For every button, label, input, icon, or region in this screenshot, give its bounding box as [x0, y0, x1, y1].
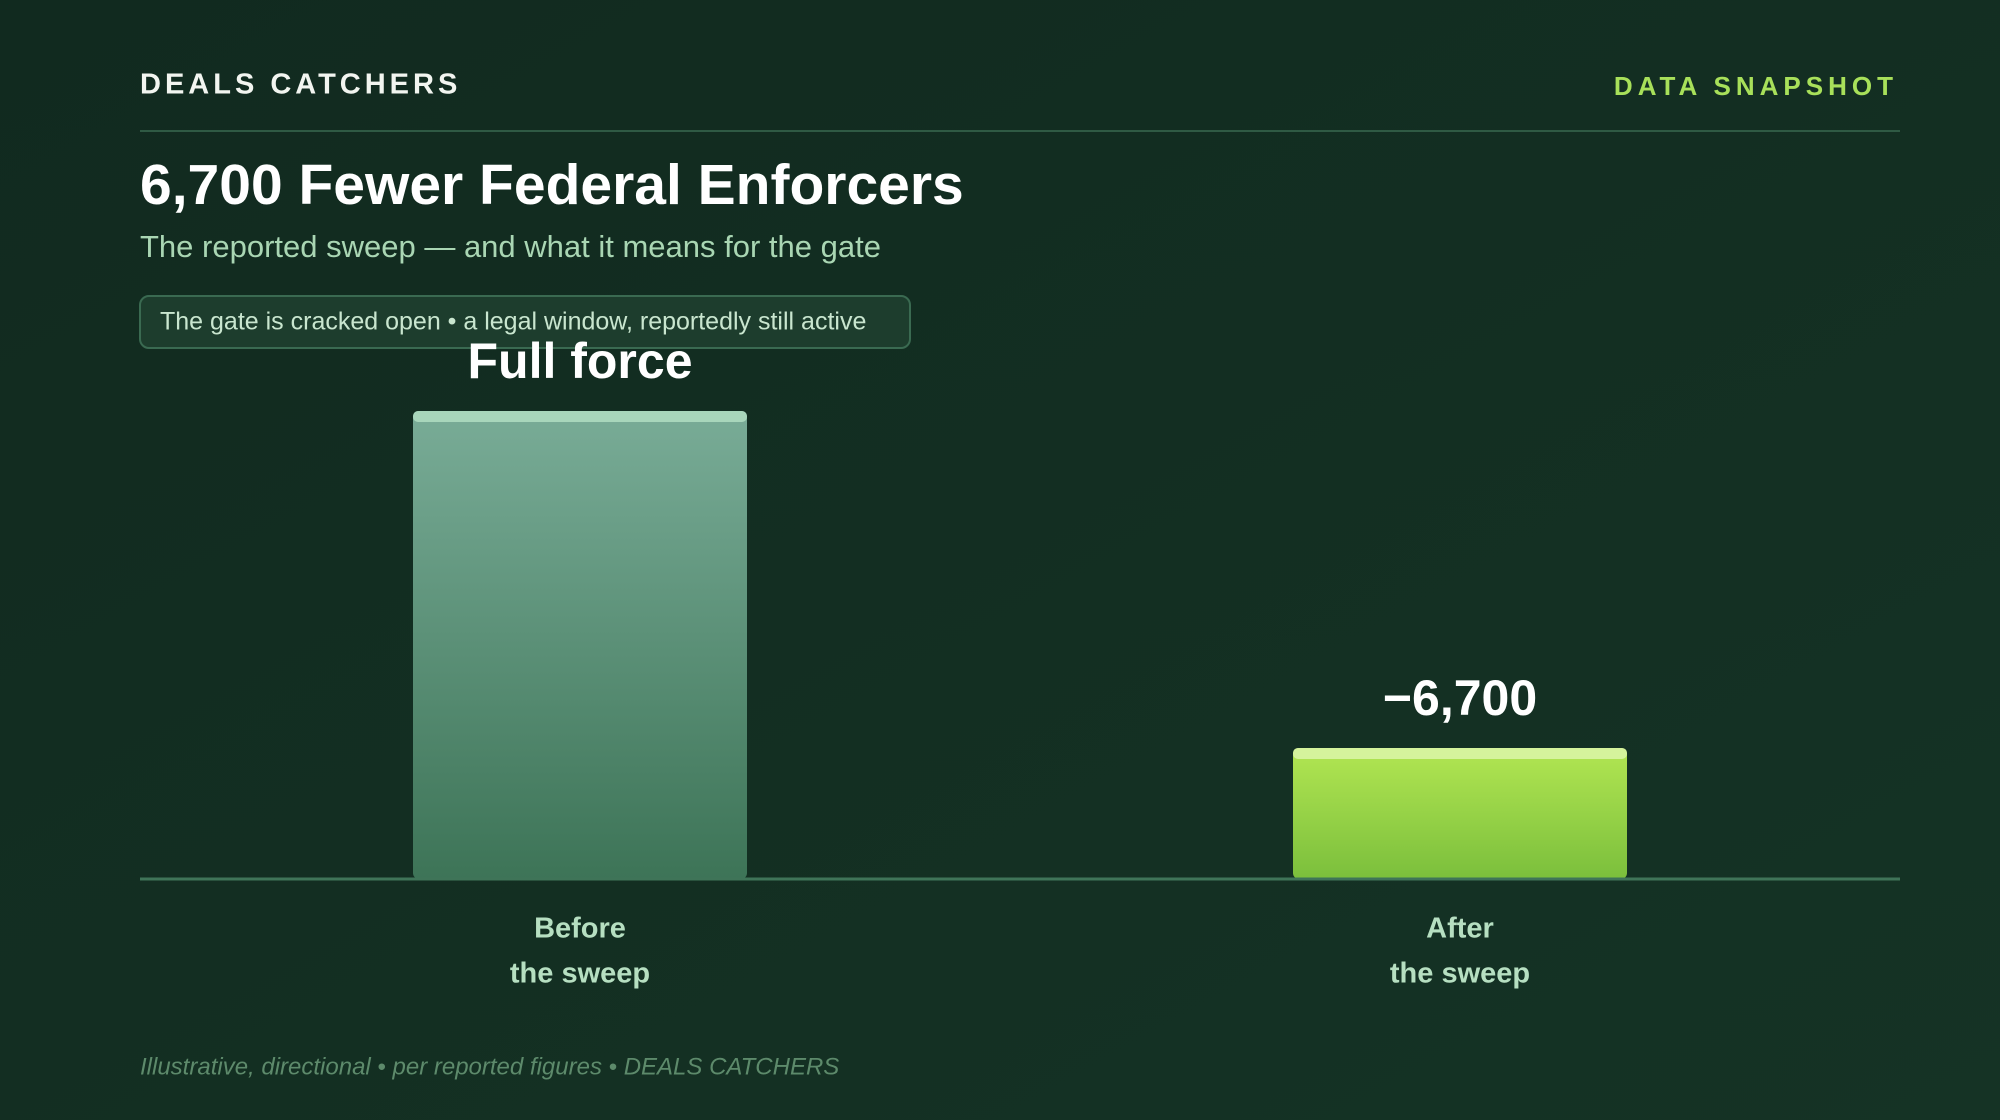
bar-annotation: −6,700: [1383, 670, 1537, 726]
footer: Illustrative, directional • per reported…: [140, 1053, 839, 1080]
bar-annotation: Full force: [467, 333, 692, 389]
chart-title: 6,700 Fewer Federal Enforcers: [140, 153, 964, 217]
x-tick-label: Before: [534, 913, 626, 945]
bar: [413, 411, 747, 879]
x-tick-label: the sweep: [1390, 958, 1530, 990]
bar: [1293, 747, 1627, 879]
note: The gate is cracked open • a legal windo…: [160, 308, 866, 336]
brand: DEALS CATCHERS: [140, 69, 461, 101]
bar-cap: [413, 411, 747, 422]
x-tick-label: the sweep: [510, 958, 650, 990]
note-box: [139, 295, 911, 349]
bar-cap: [1293, 747, 1627, 759]
x-tick-label: After: [1426, 913, 1494, 945]
subtitle: The reported sweep — and what it means f…: [140, 229, 881, 264]
tag: DATA SNAPSHOT: [1614, 71, 1898, 101]
